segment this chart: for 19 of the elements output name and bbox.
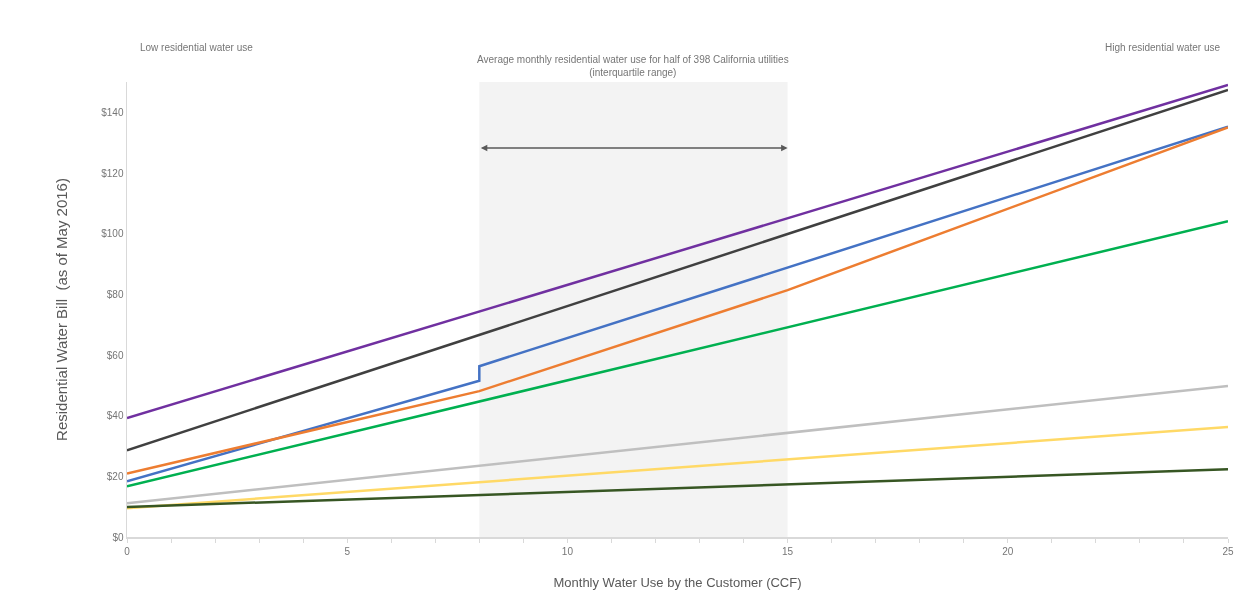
text: Low residential water use <box>140 42 254 53</box>
y-tick-label: $20 <box>106 470 124 482</box>
x-tick-label: 20 <box>1002 545 1014 557</box>
x-tick-label: 25 <box>1222 545 1234 557</box>
x-tick-label: 10 <box>561 545 574 557</box>
y-tick-label: $40 <box>106 410 124 422</box>
y-tick-label: $120 <box>101 167 124 179</box>
x-axis-title: Monthly Water Use by the Customer (CCF) <box>553 574 802 590</box>
y-tick-label: $80 <box>106 288 124 300</box>
text: High residential water use <box>1105 42 1221 53</box>
band-label: Average monthly residential water use for half of 398 California utilities (interquartile range) <box>477 54 789 78</box>
x-tick-label: 15 <box>782 545 794 557</box>
y-axis-title: Residential Water Bill (as of May 2016) <box>52 178 70 441</box>
y-tick-label: $60 <box>106 349 124 361</box>
y-tick-label: $140 <box>101 106 124 118</box>
x-tick-label: 0 <box>124 545 131 557</box>
y-tick-label: $0 <box>112 531 124 543</box>
y-tick-label: $100 <box>101 228 124 240</box>
x-tick-label: 5 <box>344 545 351 557</box>
